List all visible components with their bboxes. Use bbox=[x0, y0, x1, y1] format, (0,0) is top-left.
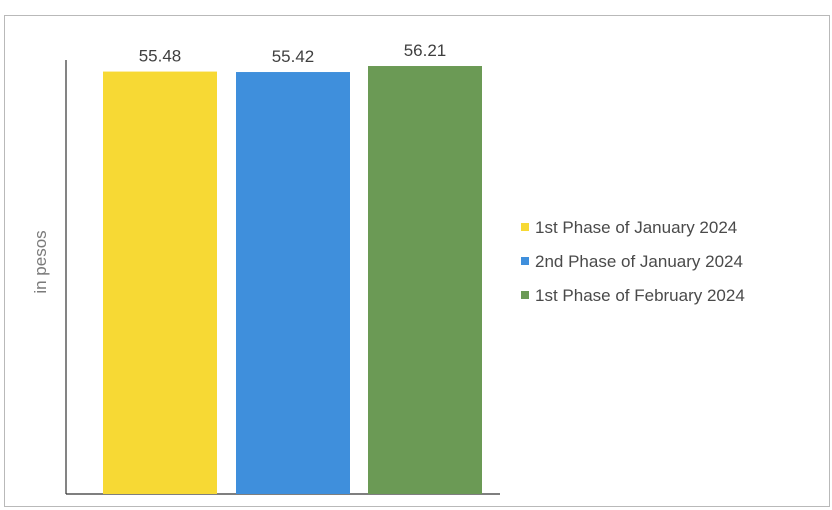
bar-3 bbox=[368, 66, 482, 494]
data-label-1: 55.48 bbox=[139, 47, 182, 66]
legend-swatch-1 bbox=[521, 223, 529, 231]
legend-swatch-2 bbox=[521, 257, 529, 265]
legend-label-3: 1st Phase of February 2024 bbox=[535, 286, 745, 305]
bar-2 bbox=[236, 72, 350, 494]
data-label-2: 55.42 bbox=[272, 47, 315, 66]
bar-1 bbox=[103, 72, 217, 494]
legend-label-2: 2nd Phase of January 2024 bbox=[535, 252, 743, 271]
legend: 1st Phase of January 2024 2nd Phase of Ja… bbox=[521, 218, 745, 305]
legend-label-1: 1st Phase of January 2024 bbox=[535, 218, 737, 237]
bars-group bbox=[103, 66, 482, 494]
y-axis-label: in pesos bbox=[31, 230, 50, 293]
legend-swatch-3 bbox=[521, 291, 529, 299]
data-label-3: 56.21 bbox=[404, 41, 447, 60]
data-labels-group: 55.48 55.42 56.21 bbox=[139, 41, 447, 66]
